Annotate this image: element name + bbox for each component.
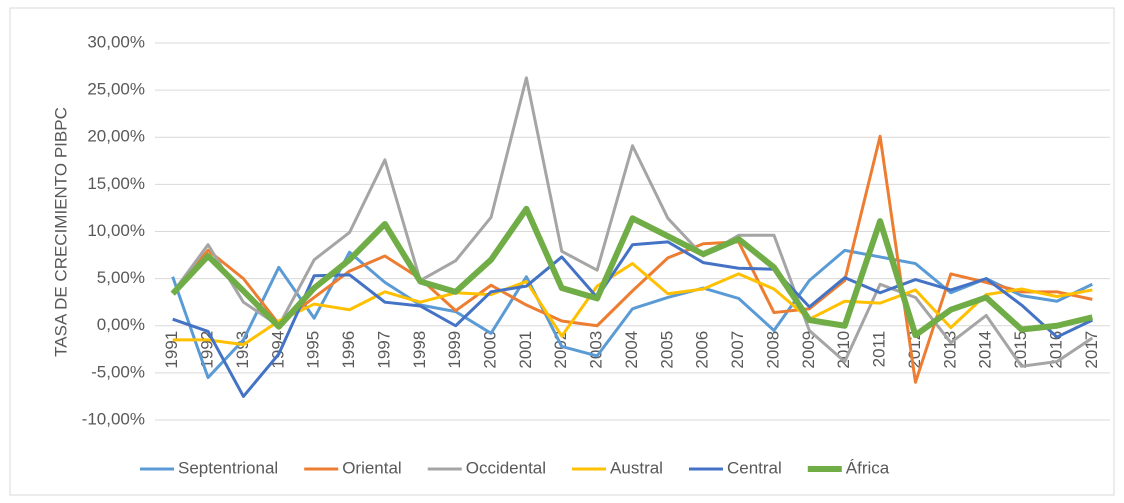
series-line: [171, 76, 1094, 368]
x-tick-label: 2004: [622, 331, 641, 369]
legend-label: Septentrional: [178, 458, 278, 477]
legend-label: Austral: [610, 458, 663, 477]
x-tick-label: 2002: [551, 331, 570, 369]
y-tick-label: 20,00%: [87, 127, 145, 146]
y-tick-label: 15,00%: [87, 174, 145, 193]
x-tick-label: 2005: [657, 331, 676, 369]
x-tick-label: 2003: [587, 331, 606, 369]
x-tick-label: 1997: [374, 331, 393, 369]
legend-label: Occidental: [466, 458, 546, 477]
y-tick-label: 10,00%: [87, 221, 145, 240]
y-tick-label: 25,00%: [87, 80, 145, 99]
y-axis-label: TASA DE CRECIMIENTO PIBPC: [51, 107, 70, 357]
y-tick-label: 0,00%: [97, 315, 145, 334]
series-line: [171, 248, 1093, 380]
x-tick-label: 1993: [233, 331, 252, 369]
legend-label: Central: [727, 458, 782, 477]
x-tick-label: 1995: [304, 331, 323, 369]
legend-label: Oriental: [342, 458, 402, 477]
series-line: [171, 134, 1093, 384]
x-tick-label: 2006: [693, 331, 712, 369]
x-tick-label: 2010: [834, 331, 853, 369]
x-tick-label: 1999: [445, 331, 464, 369]
x-tick-label: 2000: [481, 331, 500, 369]
x-tick-label: 2009: [799, 331, 818, 369]
x-tick-label: 1991: [162, 331, 181, 369]
x-tick-label: 1996: [339, 331, 358, 369]
series-line: [170, 205, 1094, 339]
x-tick-label: 2014: [976, 331, 995, 369]
x-tick-label: 2011: [870, 331, 889, 368]
x-tick-label: 2017: [1082, 331, 1101, 369]
x-tick-label: 1992: [198, 331, 217, 369]
legend-label: África: [846, 458, 890, 477]
y-tick-label: 5,00%: [97, 268, 145, 287]
x-tick-label: 2008: [763, 331, 782, 369]
x-tick-label: 2007: [728, 331, 747, 369]
y-tick-label: -10,00%: [82, 409, 145, 428]
y-tick-label: -5,00%: [91, 362, 145, 381]
x-tick-label: 2013: [940, 331, 959, 369]
x-tick-label: 2001: [516, 331, 535, 369]
x-tick-label: 1998: [410, 331, 429, 369]
y-tick-label: 30,00%: [87, 32, 145, 51]
